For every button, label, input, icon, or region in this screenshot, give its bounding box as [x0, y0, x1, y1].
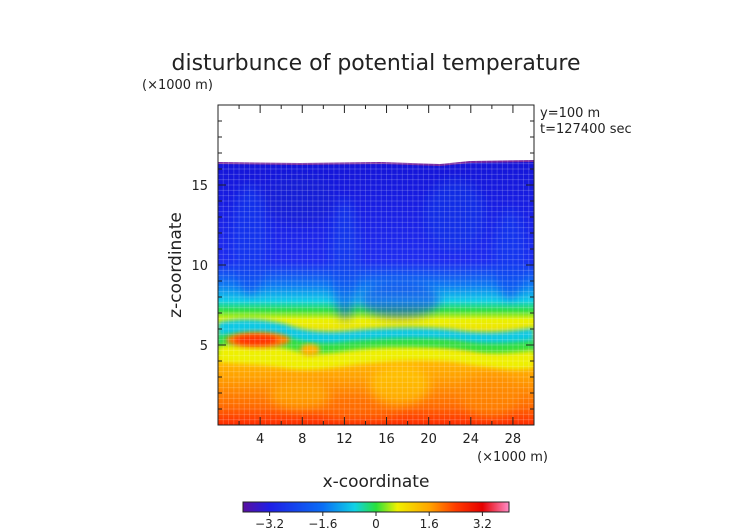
- colorbar-tick-label: 3.2: [473, 517, 492, 531]
- x-tick-label: 24: [463, 432, 480, 447]
- y-axis: 5 10 15: [191, 104, 534, 410]
- chart-title: disturbunce of potential temperature: [172, 51, 581, 76]
- x-tick-label: 16: [378, 432, 395, 447]
- y-unit-label: (×1000 m): [142, 78, 213, 93]
- annotation-y: y=100 m: [540, 106, 600, 121]
- colorbar-ticks: −3.2 −1.6 0 1.6 3.2: [255, 512, 492, 531]
- annotation-time: t=127400 sec: [540, 122, 632, 137]
- y-tick-label: 10: [191, 259, 208, 274]
- y-tick-label: 5: [200, 339, 208, 354]
- y-tick-label: 15: [191, 179, 208, 194]
- colorbar: [242, 501, 510, 513]
- x-unit-label: (×1000 m): [477, 450, 548, 465]
- colorbar-tick-label: 0: [372, 517, 380, 531]
- x-tick-label: 8: [298, 432, 306, 447]
- x-tick-label: 4: [256, 432, 264, 447]
- colorbar-tick-label: 1.6: [420, 517, 439, 531]
- colorbar-tick-label: −1.6: [308, 517, 337, 531]
- y-axis-label: z-coordinate: [166, 212, 186, 318]
- x-axis-label: x-coordinate: [323, 472, 430, 492]
- x-axis: 4 8 12 16 20 24 28: [238, 105, 535, 447]
- x-tick-label: 28: [505, 432, 522, 447]
- x-tick-label: 12: [336, 432, 353, 447]
- heatmap-field: [218, 105, 534, 425]
- colorbar-tick-label: −3.2: [255, 517, 284, 531]
- x-tick-label: 20: [420, 432, 437, 447]
